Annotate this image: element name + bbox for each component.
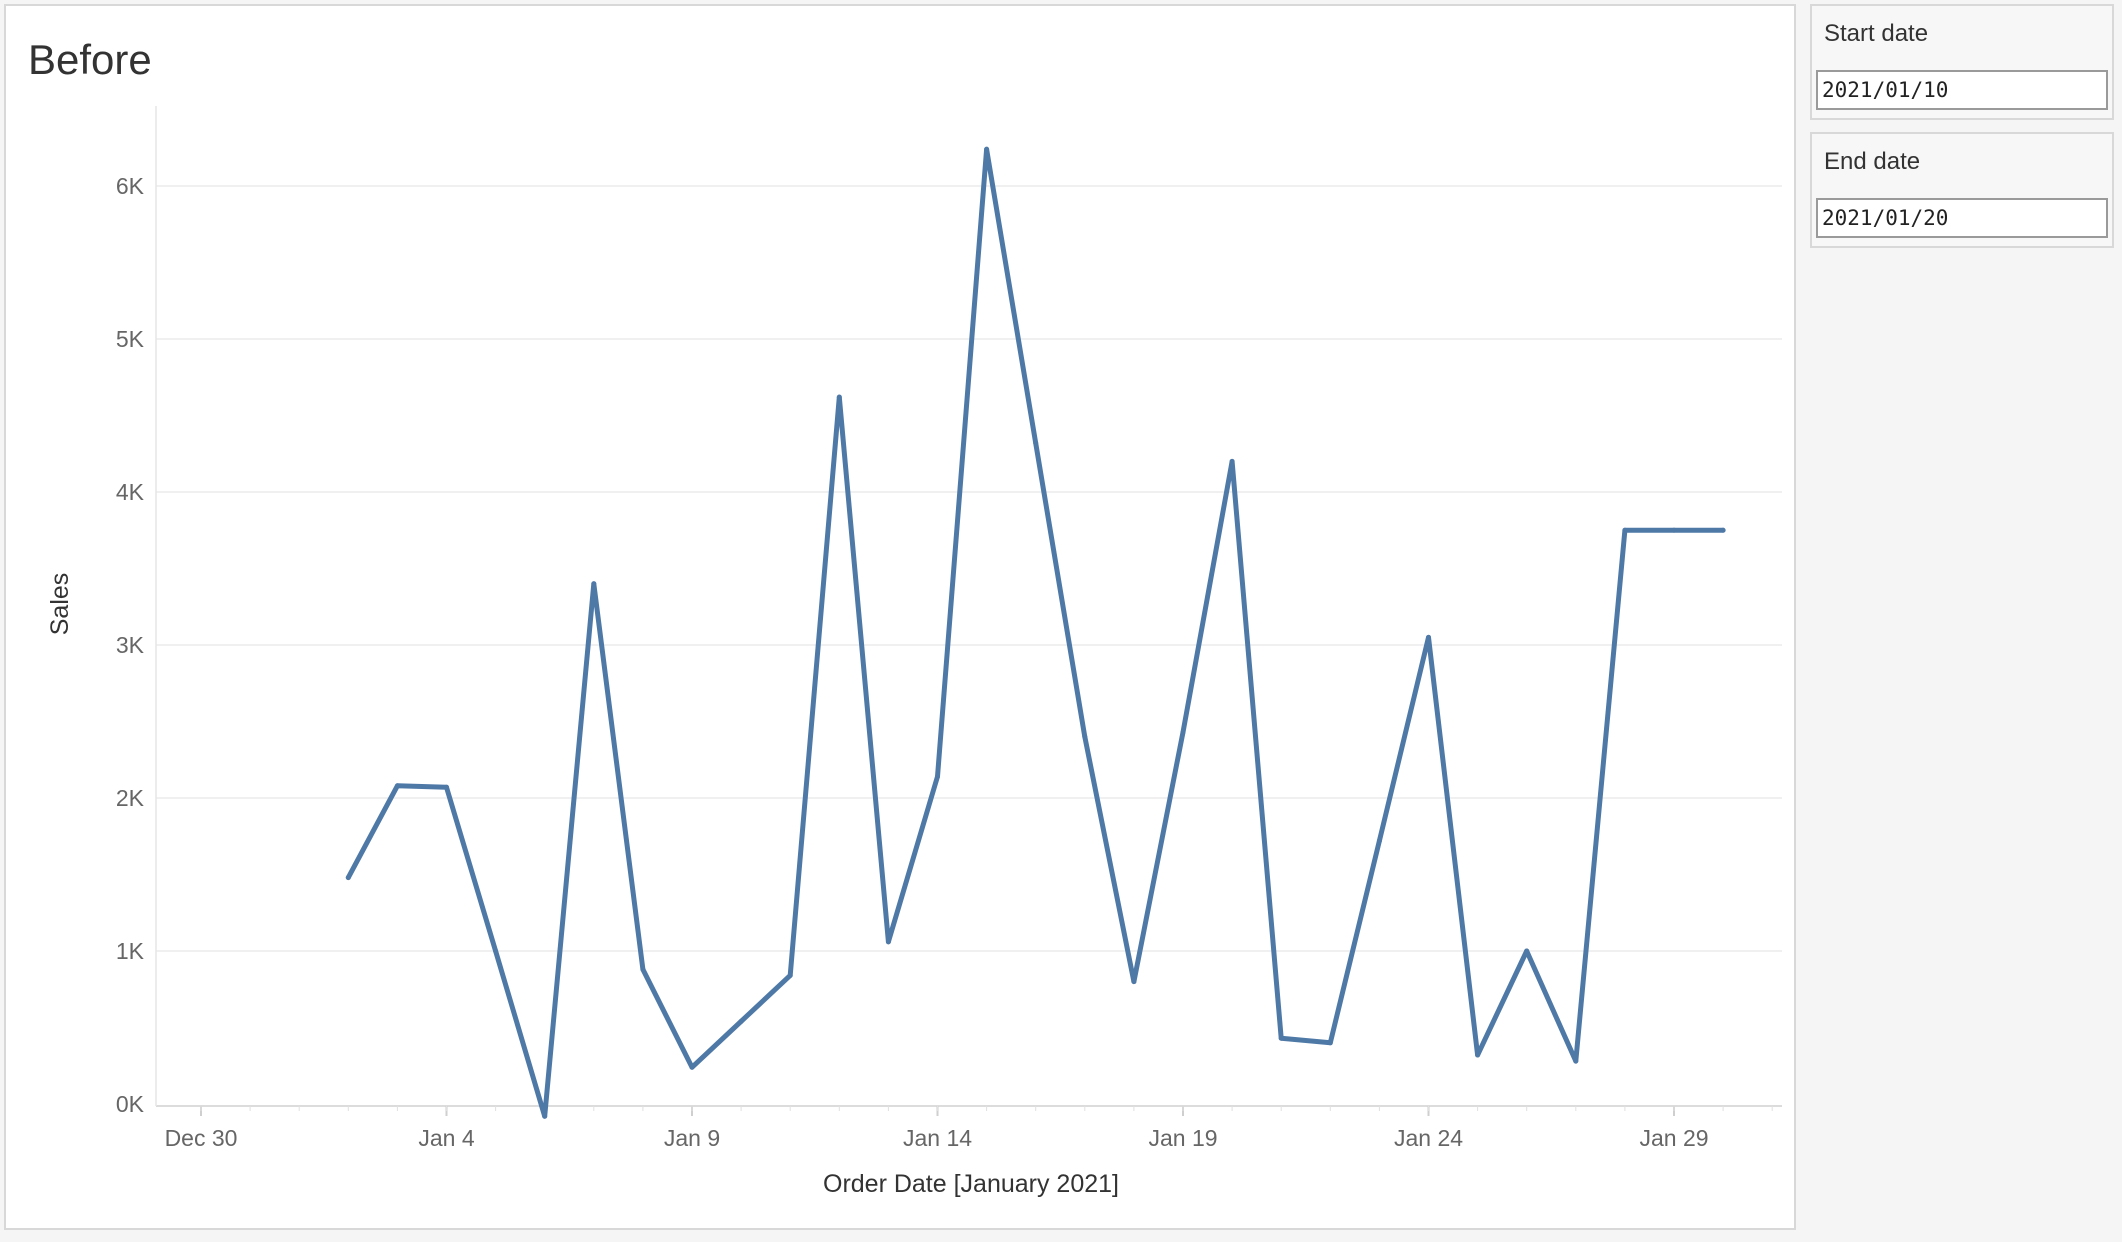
data-point	[1033, 440, 1039, 446]
x-tick-label: Jan 14	[903, 1125, 972, 1151]
data-point	[984, 146, 990, 152]
data-point	[1671, 527, 1677, 533]
sales-series-line	[345, 146, 1726, 1119]
x-axis-title: Order Date [January 2021]	[823, 1170, 1119, 1198]
x-tick-label: Jan 9	[664, 1125, 720, 1151]
y-tick-label: 6K	[116, 173, 145, 199]
data-point	[394, 783, 400, 789]
data-point	[640, 966, 646, 972]
worksheet-panel: Before 0K 1K 2K 3K 4K 5K 6K Dec 30 Jan 4 Jan 9 Jan…	[4, 4, 1796, 1230]
x-tick-label: Jan 19	[1148, 1125, 1217, 1151]
data-point	[1573, 1058, 1579, 1064]
y-tick-label: 0K	[116, 1091, 145, 1117]
y-tick-label: 2K	[116, 785, 145, 811]
y-tick-label: 1K	[116, 938, 145, 964]
data-point	[1180, 729, 1186, 735]
y-axis-title: Sales	[46, 573, 74, 636]
y-tick-label: 4K	[116, 479, 145, 505]
data-point	[345, 875, 351, 881]
data-point	[885, 939, 891, 945]
data-point	[935, 774, 940, 780]
data-point	[738, 1018, 744, 1024]
data-point	[1720, 527, 1726, 533]
y-tick-label: 3K	[116, 632, 145, 658]
data-point	[1327, 1040, 1333, 1046]
x-tick-label: Jan 24	[1394, 1125, 1463, 1151]
data-point	[836, 394, 842, 400]
x-tick-label: Jan 29	[1639, 1125, 1708, 1151]
start-date-label: Start date	[1824, 20, 1929, 47]
data-point	[1622, 527, 1628, 533]
end-date-parameter: End date	[1810, 132, 2114, 248]
end-date-label: End date	[1824, 148, 1921, 175]
data-point	[1082, 734, 1088, 740]
data-point	[493, 948, 499, 954]
data-point	[1426, 634, 1431, 640]
data-point	[1376, 838, 1382, 844]
y-tick-label: 5K	[116, 326, 145, 352]
data-point	[787, 972, 793, 978]
data-point	[1131, 979, 1137, 985]
data-point	[591, 581, 597, 587]
data-point	[1475, 1052, 1481, 1058]
data-point	[1278, 1035, 1284, 1041]
data-point	[1229, 458, 1235, 464]
data-point	[1524, 948, 1530, 954]
end-date-input[interactable]	[1816, 198, 2108, 238]
data-point	[542, 1113, 548, 1119]
line-chart: 0K 1K 2K 3K 4K 5K 6K Dec 30 Jan 4 Jan 9 Jan 14 Jan …	[46, 106, 1782, 1198]
x-tick-label: Dec 30	[165, 1125, 238, 1151]
sheet-title: Before	[28, 36, 152, 83]
data-point	[689, 1064, 695, 1070]
start-date-input[interactable]	[1816, 70, 2108, 110]
start-date-parameter: Start date	[1810, 4, 2114, 120]
x-tick-label: Jan 4	[418, 1125, 474, 1151]
data-point	[444, 784, 449, 790]
